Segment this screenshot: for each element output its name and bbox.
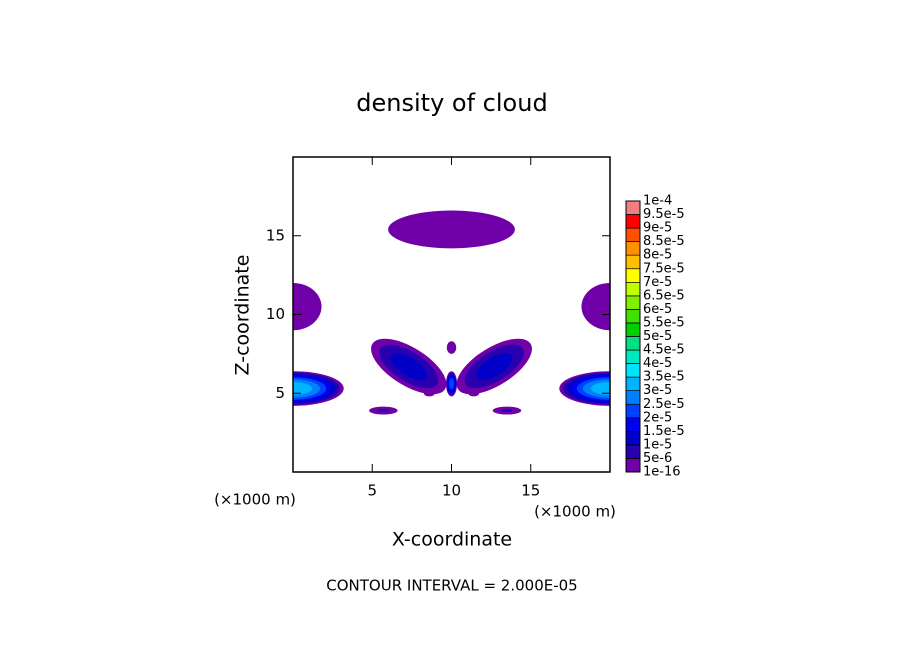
colorbar-label: 5e-5 <box>643 329 672 344</box>
chart-title: density of cloud <box>356 89 547 117</box>
colorbar-bin <box>625 295 641 310</box>
colorbar-bin <box>625 458 641 473</box>
colorbar-bin <box>625 431 641 446</box>
colorbar-label: 5e-6 <box>643 451 672 466</box>
colorbar-bin <box>625 336 641 351</box>
contour-region <box>423 390 435 397</box>
colorbar: 1e-165e-61e-51.5e-52e-52.5e-53e-53.5e-54… <box>625 194 685 480</box>
colorbar-frame <box>625 200 641 473</box>
colorbar-bin <box>625 322 641 337</box>
colorbar-bin <box>625 214 641 229</box>
colorbar-bin <box>625 444 641 459</box>
colorbar-bin <box>625 309 641 324</box>
contour-region <box>390 353 427 380</box>
colorbar-label: 1e-16 <box>643 465 681 480</box>
colorbar-label: 9e-5 <box>643 221 672 236</box>
colorbar-bin <box>625 363 641 378</box>
colorbar-bin <box>625 200 641 215</box>
contour-region <box>293 381 313 396</box>
colorbar-bin <box>625 241 641 256</box>
colorbar-label: 1e-4 <box>643 194 672 209</box>
colorbar-label: 2e-5 <box>643 410 672 425</box>
x-tick-label: 5 <box>367 482 377 500</box>
x-tick-label: 10 <box>442 482 461 500</box>
colorbar-bin <box>625 281 641 297</box>
colorbar-bin <box>625 227 641 242</box>
y-tick-label: 10 <box>266 305 285 323</box>
colorbar-bin <box>625 417 641 432</box>
y-unit: (×1000 m) <box>214 491 296 509</box>
colorbar-label: 1e-5 <box>643 437 672 452</box>
contour-region <box>388 210 515 249</box>
y-axis-label: Z-coordinate <box>232 255 254 376</box>
colorbar-label: 8e-5 <box>643 248 672 263</box>
colorbar-bin <box>625 254 641 270</box>
colorbar-label: 6.5e-5 <box>643 288 685 303</box>
plot-frame <box>292 156 611 473</box>
contour-region <box>581 283 610 331</box>
contour-region <box>449 378 454 390</box>
contour-region <box>501 408 513 413</box>
colorbar-bin <box>625 268 641 283</box>
colorbar-label: 2.5e-5 <box>643 397 685 412</box>
colorbar-bin <box>625 403 641 419</box>
contour-region <box>377 408 390 413</box>
contour-region <box>468 390 480 397</box>
plot-area <box>293 210 610 415</box>
y-tick-label: 5 <box>275 384 285 402</box>
colorbar-label: 8.5e-5 <box>643 234 685 249</box>
x-axis-label: X-coordinate <box>392 529 512 551</box>
colorbar-label: 5.5e-5 <box>643 315 685 330</box>
contour-region <box>590 381 610 396</box>
colorbar-bin <box>625 390 641 405</box>
colorbar-label: 4e-5 <box>643 356 672 371</box>
contour-region <box>446 341 457 354</box>
y-tick-label: 15 <box>266 226 285 244</box>
colorbar-label: 9.5e-5 <box>643 207 685 222</box>
contour-note: CONTOUR INTERVAL = 2.000E-05 <box>326 577 577 595</box>
colorbar-label: 7e-5 <box>643 275 672 290</box>
colorbar-label: 3e-5 <box>643 383 672 398</box>
contour-region <box>293 283 322 331</box>
colorbar-label: 4.5e-5 <box>643 343 685 358</box>
colorbar-bin <box>625 376 641 391</box>
contour-region <box>476 353 513 380</box>
colorbar-label: 7.5e-5 <box>643 261 685 276</box>
colorbar-bin <box>625 349 641 364</box>
colorbar-label: 6e-5 <box>643 302 672 317</box>
colorbar-label: 3.5e-5 <box>643 370 685 385</box>
colorbar-label: 1.5e-5 <box>643 424 685 439</box>
x-unit: (×1000 m) <box>534 503 616 521</box>
x-tick-label: 15 <box>521 482 540 500</box>
